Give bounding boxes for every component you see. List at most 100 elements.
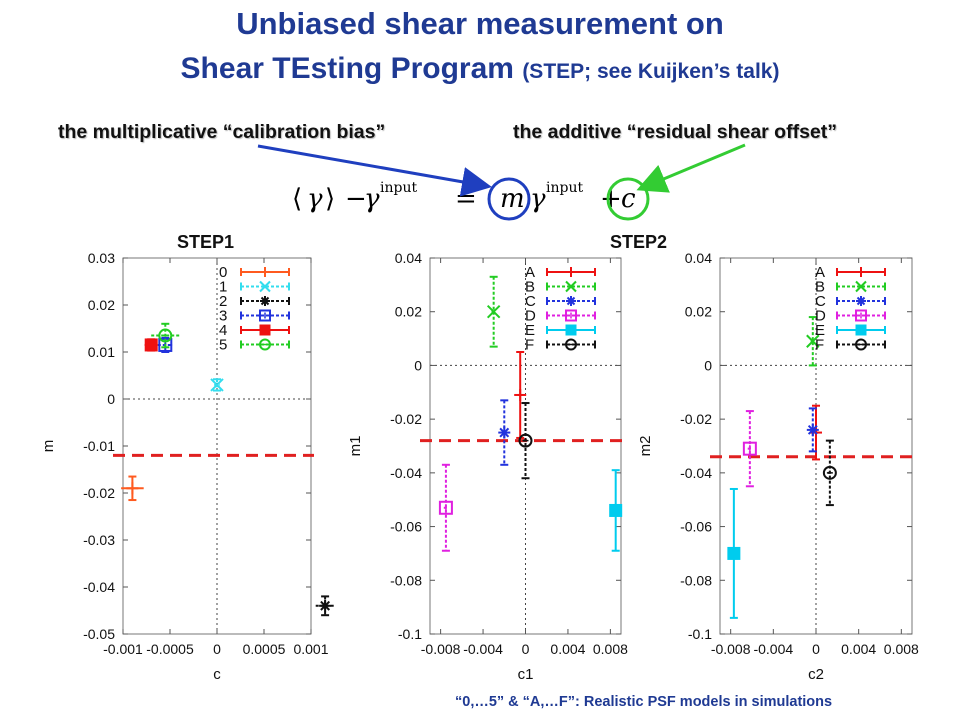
legend-label-A: A (815, 264, 825, 281)
y-axis-label: m (40, 440, 57, 453)
legend-label-B: B (525, 279, 535, 296)
point-marker-4 (144, 338, 158, 352)
eq-sup-input-1: input (380, 180, 417, 196)
chart-1: -0.05 -0.04 -0.03 -0.02 -0.01 0 0.01 0.02 0.03 -0… (40, 250, 335, 683)
legend-marker-C (856, 296, 866, 306)
y-axis-label: m2 (637, 436, 654, 457)
y-tick-label: -0.03 (83, 532, 115, 548)
point-marker-C (806, 423, 819, 436)
x-tick-label: 0.0005 (243, 641, 286, 657)
data-point-E (609, 469, 623, 552)
y-tick-label: -0.06 (680, 519, 712, 535)
data-point-D (742, 410, 757, 488)
legend-label-C: C (815, 293, 826, 310)
data-point-B (806, 316, 820, 367)
eq-plus: + (600, 184, 622, 214)
legend-label-2: 2 (219, 293, 227, 310)
x-tick-label: -0.004 (463, 641, 503, 657)
annotation-calibration-bias: the multiplicative “calibration bias” (58, 121, 386, 143)
x-axis-label: c1 (518, 666, 534, 683)
c-highlight-circle (606, 177, 650, 221)
y-tick-label: -0.05 (83, 626, 115, 642)
y-tick-label: 0.04 (395, 250, 422, 266)
x-axis-label: c (213, 666, 221, 683)
eq-gamma-1: γ (307, 184, 323, 214)
x-tick-label: -0.004 (753, 641, 793, 657)
y-tick-label: -0.1 (688, 626, 712, 642)
legend-marker-B (565, 280, 577, 293)
point-marker-E (609, 503, 623, 517)
point-marker-2 (319, 599, 332, 612)
y-tick-label: 0.01 (88, 344, 115, 360)
y-tick-label: 0 (107, 391, 115, 407)
footer-note: “0,…5” & “A,…F”: Realistic PSF models in… (455, 694, 833, 710)
annotation-residual-offset: the additive “residual shear offset” (513, 121, 838, 143)
point-marker-E (727, 546, 741, 560)
legend-marker-D (855, 309, 867, 322)
legend-label-5: 5 (219, 337, 227, 354)
y-tick-label: -0.04 (83, 579, 115, 595)
legend-label-B: B (815, 279, 825, 296)
legend-marker-D (565, 309, 577, 322)
legend-marker-1 (259, 280, 271, 293)
legend-marker-2 (260, 296, 270, 306)
legend-marker-4 (259, 324, 271, 336)
data-point-A (514, 351, 527, 439)
chart-3: -0.1 -0.08 -0.06 -0.04 -0.02 0 0.02 0.04 -0.008-… (637, 250, 919, 683)
y-tick-label: -0.02 (680, 411, 712, 427)
eq-bracket-close: ⟩ (325, 184, 335, 214)
data-point-C (806, 407, 819, 453)
point-marker-5 (158, 328, 173, 343)
point-marker-D (742, 441, 757, 456)
y-axis-label: m1 (347, 436, 364, 457)
y-tick-label: 0 (414, 357, 422, 373)
y-tick-label: -0.08 (680, 572, 712, 588)
legend-marker-F (855, 338, 867, 351)
x-tick-label: 0.004 (550, 641, 585, 657)
x-tick-label: 0.001 (293, 641, 328, 657)
eq-sup-input-2: input (546, 180, 583, 196)
eq-bracket-open: ⟨ (292, 184, 302, 214)
slide-title-line2: Shear TEsting Program (STEP; see Kuijken… (0, 52, 960, 86)
eq-c: c (621, 184, 636, 214)
data-point-F (518, 402, 533, 480)
data-point-F (822, 439, 837, 507)
x-tick-label: 0 (812, 641, 820, 657)
legend-marker-B (855, 280, 867, 293)
step1-label: STEP1 (177, 232, 235, 252)
legend-label-E: E (815, 322, 825, 339)
legend-label-F: F (525, 337, 534, 354)
step2-label: STEP2 (610, 232, 668, 252)
legend-label-D: D (525, 308, 536, 325)
legend-label-4: 4 (219, 322, 227, 339)
legend-marker-E (565, 324, 577, 336)
legend-marker-F (565, 338, 577, 351)
y-tick-label: -0.01 (83, 438, 115, 454)
slide-title-line1: Unbiased shear measurement on (236, 6, 724, 41)
x-tick-label: -0.0005 (146, 641, 194, 657)
data-point-D (438, 463, 453, 552)
legend-label-F: F (815, 337, 824, 354)
m-highlight-circle (487, 177, 531, 221)
x-tick-label: -0.008 (421, 641, 461, 657)
point-marker-C (498, 426, 511, 439)
y-tick-label: 0.04 (685, 250, 712, 266)
eq-equals: = (455, 184, 477, 214)
legend-marker-5 (259, 338, 271, 351)
data-point-4 (144, 338, 158, 352)
data-point-E (727, 487, 741, 619)
legend-label-1: 1 (219, 279, 227, 296)
y-tick-label: 0.03 (88, 250, 115, 266)
point-marker-D (438, 500, 453, 515)
legend-label-3: 3 (219, 308, 227, 325)
point-marker-0 (126, 482, 139, 495)
legend-marker-C (566, 296, 576, 306)
legend-label-0: 0 (219, 264, 227, 281)
x-tick-label: 0 (522, 641, 530, 657)
shear-equation: ⟨ γ ⟩ − γ input = m γ input + c (292, 177, 650, 221)
x-tick-label: 0.008 (884, 641, 919, 657)
